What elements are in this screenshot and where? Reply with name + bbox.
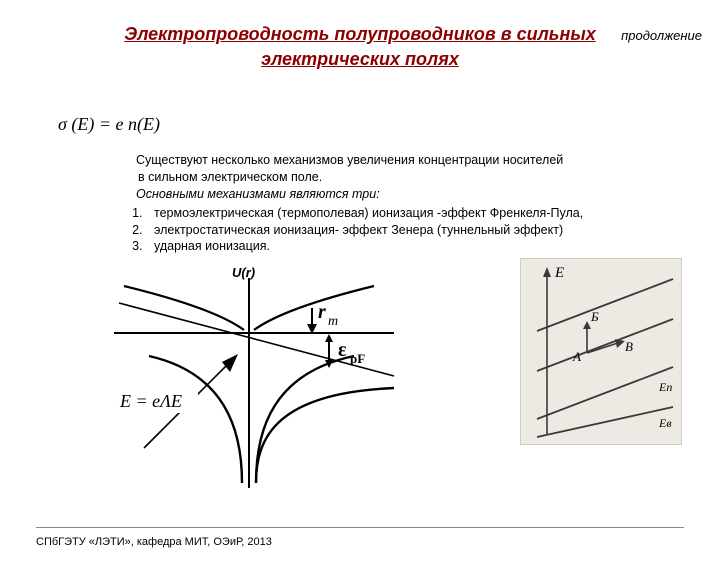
- title-line-1: Электропроводность полупроводников в сил…: [124, 24, 596, 44]
- diagram-potential-well: r m ε pF: [94, 278, 404, 488]
- svg-text:Eв: Eв: [658, 416, 672, 430]
- formula-e: E = eΛE⃗: [118, 390, 198, 413]
- svg-text:Б: Б: [590, 309, 599, 324]
- list-item: электростатическая ионизация- эффект Зен…: [146, 222, 660, 239]
- page-title: Электропроводность полупроводников в сил…: [0, 22, 720, 72]
- footer-divider: [36, 527, 684, 528]
- svg-text:m: m: [328, 314, 338, 329]
- svg-text:pF: pF: [350, 351, 365, 366]
- footer-text: СПбГЭТУ «ЛЭТИ», кафедра МИТ, ОЭиР, 2013: [36, 536, 272, 548]
- diagram-band-tilt: E A Б В Eп Eв: [520, 258, 682, 445]
- body-text: Существуют несколько механизмов увеличен…: [128, 152, 660, 255]
- svg-text:E: E: [554, 265, 564, 281]
- mechanisms-label: Основными механизмами являются три:: [136, 186, 660, 203]
- formula-sigma: σ (E) = e n(E): [58, 114, 160, 135]
- mechanisms-list: термоэлектрическая (термополевая) иониза…: [128, 205, 660, 256]
- list-item: термоэлектрическая (термополевая) иониза…: [146, 205, 660, 222]
- intro-line-2: в сильном электрическом поле.: [138, 169, 660, 186]
- continuation-label: продолжение: [621, 28, 702, 43]
- svg-text:ε: ε: [338, 339, 347, 361]
- svg-text:A: A: [572, 349, 581, 364]
- svg-text:Eп: Eп: [658, 380, 672, 394]
- title-line-2: электрических полях: [261, 49, 459, 69]
- intro-line-1: Существуют несколько механизмов увеличен…: [136, 152, 660, 169]
- svg-text:В: В: [625, 339, 633, 354]
- svg-text:r: r: [318, 301, 326, 323]
- list-item: ударная ионизация.: [146, 238, 660, 255]
